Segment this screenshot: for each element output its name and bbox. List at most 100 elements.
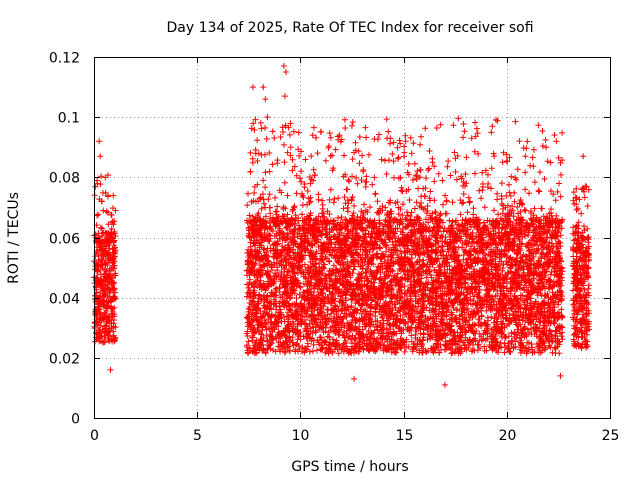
data-point <box>110 239 117 246</box>
data-point <box>109 219 116 226</box>
data-point <box>111 250 118 257</box>
data-point <box>310 124 317 131</box>
data-point <box>351 202 358 209</box>
data-point <box>248 125 255 132</box>
data-point <box>455 115 462 122</box>
data-point <box>112 335 119 342</box>
data-point <box>329 152 336 159</box>
data-point <box>355 148 362 155</box>
data-point <box>293 190 300 197</box>
data-point <box>523 252 530 259</box>
data-point <box>349 119 356 126</box>
data-point <box>257 119 264 126</box>
data-point <box>109 205 116 212</box>
data-point <box>463 154 470 161</box>
data-point <box>100 239 107 246</box>
data-point <box>293 172 300 179</box>
data-point <box>104 328 111 335</box>
data-point <box>98 173 105 180</box>
data-point <box>552 350 559 357</box>
data-point <box>376 131 383 138</box>
data-point <box>97 240 104 247</box>
data-point <box>558 333 565 340</box>
data-point <box>381 157 388 164</box>
data-point <box>314 150 321 157</box>
data-point <box>318 128 325 135</box>
data-point <box>95 230 102 237</box>
data-point <box>539 128 546 135</box>
data-point <box>326 130 333 137</box>
data-point <box>389 239 396 246</box>
data-point <box>260 310 267 317</box>
data-point <box>97 276 104 283</box>
data-point <box>516 138 523 145</box>
data-point <box>287 144 294 151</box>
data-point <box>95 211 102 218</box>
data-point <box>98 198 105 205</box>
data-point <box>110 254 117 261</box>
data-point <box>344 208 351 215</box>
data-point <box>101 333 108 340</box>
data-point <box>319 201 326 208</box>
data-point <box>536 258 543 265</box>
data-point <box>411 160 418 167</box>
data-point <box>555 154 562 161</box>
data-point <box>95 300 102 307</box>
data-point <box>101 323 108 330</box>
data-point <box>105 221 112 228</box>
data-point <box>104 318 111 325</box>
data-point <box>284 149 291 156</box>
data-point <box>96 314 103 321</box>
data-point <box>96 244 103 251</box>
data-point <box>258 125 265 132</box>
data-point <box>399 212 406 219</box>
data-point <box>111 285 118 292</box>
data-point <box>111 230 118 237</box>
data-point <box>92 266 99 273</box>
data-point <box>245 284 252 291</box>
data-point <box>418 199 425 206</box>
data-point <box>422 125 429 132</box>
data-point <box>335 195 342 202</box>
data-point <box>105 256 112 263</box>
data-point <box>435 170 442 177</box>
data-point <box>376 245 383 252</box>
data-point <box>286 131 293 138</box>
data-point <box>111 304 118 311</box>
data-point <box>517 292 524 299</box>
data-point <box>359 152 366 159</box>
data-point <box>111 279 118 286</box>
data-point <box>271 135 278 142</box>
data-point <box>103 208 110 215</box>
data-point <box>101 270 108 277</box>
data-point <box>464 209 471 216</box>
data-point <box>349 156 356 163</box>
data-point <box>531 179 538 186</box>
data-point <box>349 332 356 339</box>
data-point <box>108 325 115 332</box>
data-point <box>346 178 353 185</box>
data-point <box>395 154 402 161</box>
data-point <box>315 196 322 203</box>
data-point <box>99 282 106 289</box>
data-point <box>99 265 106 272</box>
data-point <box>552 197 559 204</box>
data-point <box>94 303 101 310</box>
data-point <box>356 133 363 140</box>
data-point <box>512 118 519 125</box>
data-point <box>415 185 422 192</box>
data-point <box>247 149 254 156</box>
data-point <box>262 169 269 176</box>
data-point <box>522 169 529 176</box>
data-point <box>536 169 543 176</box>
data-point <box>99 246 106 253</box>
data-point <box>251 190 258 196</box>
data-point <box>457 211 464 218</box>
data-point <box>321 338 328 345</box>
data-point <box>263 135 270 142</box>
data-point <box>97 224 104 231</box>
data-point <box>92 253 99 260</box>
data-point <box>252 116 259 123</box>
data-point <box>97 257 104 264</box>
